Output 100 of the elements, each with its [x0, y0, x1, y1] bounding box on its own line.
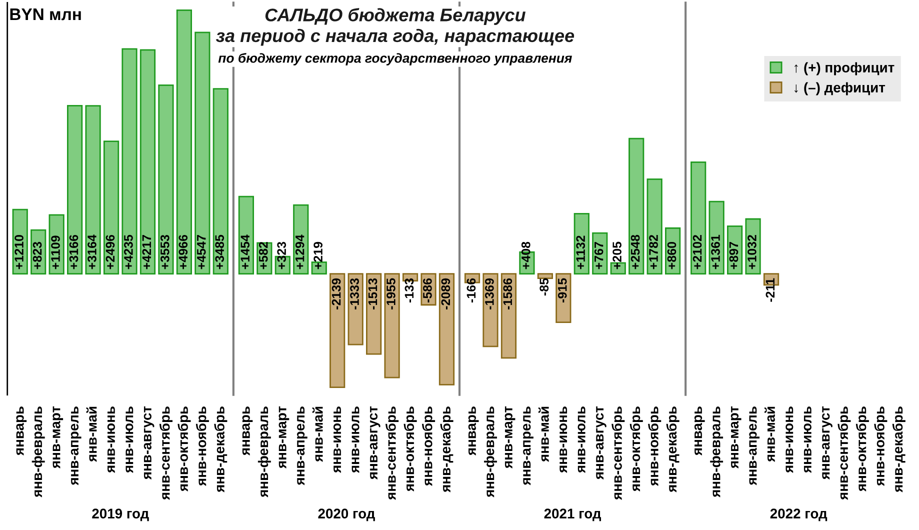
bar	[67, 105, 83, 274]
data-label: +897	[729, 242, 738, 270]
data-label: -586	[423, 278, 432, 302]
data-label: -211	[766, 278, 774, 302]
x-tick-label: янв-июль	[578, 406, 586, 474]
data-label: +2496	[106, 234, 115, 270]
x-tick-label: янв-февраль	[710, 406, 724, 498]
x-axis-title: 2020 год	[318, 508, 375, 522]
bar	[690, 162, 706, 274]
x-tick-label: янв-июль	[352, 406, 360, 474]
chart-subtitle: по бюджету сектора государственного управления	[218, 53, 572, 66]
x-tick-label: янв-июнь	[560, 406, 568, 473]
x-tick-label: янв-март	[278, 406, 290, 469]
x-tick-label: янв-декабрь	[666, 406, 680, 492]
x-tick-label: янв-апрель	[296, 406, 308, 486]
data-label: +205	[612, 242, 622, 270]
x-tick-label: янв-июнь	[786, 406, 794, 473]
data-label: +1210	[14, 235, 24, 270]
data-label: -1333	[350, 278, 359, 310]
data-label: +4547	[197, 235, 206, 270]
bar	[158, 84, 174, 274]
data-label: +3164	[88, 234, 96, 270]
x-tick-label: янв-декабрь	[214, 406, 228, 492]
x-axis-title: 2022 год	[770, 508, 828, 522]
bar	[500, 273, 517, 359]
x-tick-label: янв-ноябрь	[874, 406, 888, 486]
bar	[103, 140, 120, 274]
data-label: +1109	[51, 236, 60, 270]
bar	[646, 178, 662, 274]
data-label: +2548	[630, 234, 640, 270]
data-label: +323	[277, 242, 286, 270]
x-tick-label: янв-сентябрь	[612, 406, 625, 500]
x-tick-label: январь	[16, 406, 27, 456]
bar	[537, 273, 553, 279]
bar	[194, 32, 210, 274]
data-label: -166	[466, 278, 476, 302]
bar	[176, 9, 192, 274]
x-tick-label: январь	[242, 406, 253, 456]
data-label: +3553	[160, 234, 170, 270]
data-label: -1586	[503, 278, 512, 310]
x-tick-label: янв-июль	[804, 406, 812, 474]
x-tick-label: янв-ноябрь	[196, 406, 209, 486]
data-label: +4966	[178, 234, 188, 270]
data-label: -1513	[368, 278, 378, 310]
bar	[122, 48, 138, 274]
x-tick-label: янв-октябрь	[630, 406, 643, 492]
x-tick-label: янв-ноябрь	[648, 406, 662, 486]
bar	[366, 273, 382, 355]
x-tick-label: янв-август	[144, 406, 154, 480]
x-tick-label: янв-август	[596, 406, 606, 480]
data-label: -1955	[386, 278, 396, 310]
bar	[330, 273, 346, 388]
x-tick-label: январь	[468, 406, 479, 456]
chart-title: САЛЬДО бюджета Беларуси за период с начала года, нарастающее	[216, 8, 574, 46]
x-tick-label: янв-март	[730, 406, 742, 469]
data-label: +1032	[748, 235, 756, 270]
x-tick-label: янв-апрель	[749, 406, 760, 486]
x-tick-label: янв-октябрь	[856, 406, 869, 492]
bar	[438, 273, 455, 386]
data-label: +582	[258, 242, 268, 270]
bar	[85, 105, 101, 274]
data-label: -2089	[441, 278, 450, 310]
x-tick-label: янв-август	[822, 406, 832, 480]
data-label: +823	[32, 242, 42, 270]
x-tick-label: янв-июль	[126, 406, 134, 474]
legend-label: ↓ (–) дефицит	[794, 82, 886, 96]
x-tick-label: янв-апрель	[70, 406, 82, 486]
data-label: +4235	[124, 234, 133, 270]
bar	[212, 88, 228, 274]
x-tick-label: янв-март	[52, 406, 64, 469]
bar	[140, 49, 156, 274]
x-tick-label: янв-май	[312, 406, 323, 462]
data-label: -1369	[485, 278, 494, 310]
data-label: +3485	[215, 234, 224, 270]
data-label: +1361	[711, 234, 720, 270]
data-label: -133	[404, 278, 414, 302]
legend-label: ↑ (+) профицит	[794, 62, 894, 76]
data-label: +2102	[692, 235, 702, 270]
x-tick-label: янв-сентябрь	[386, 406, 399, 500]
x-axis-title: 2019 год	[92, 508, 149, 522]
x-tick-label: янв-февраль	[258, 406, 271, 498]
bar	[384, 273, 400, 378]
x-tick-label: янв-июнь	[333, 406, 342, 473]
x-tick-label: янв-декабрь	[892, 406, 906, 492]
x-tick-label: янв-апрель	[523, 406, 534, 486]
data-label: +1454	[240, 234, 250, 270]
data-label: +408	[521, 242, 530, 270]
data-label: +4217	[142, 235, 151, 270]
bar	[628, 138, 644, 274]
y-axis-title: BYN млн	[10, 8, 81, 20]
x-tick-label: янв-декабрь	[440, 406, 454, 492]
x-tick-label: янв-февраль	[32, 406, 45, 498]
x-tick-label: янв-март	[504, 406, 516, 469]
data-label: -915	[558, 278, 567, 302]
x-axis-title: 2021 год	[544, 508, 602, 522]
bar	[482, 273, 498, 348]
data-label: +219	[314, 242, 322, 270]
data-label: +1294	[295, 234, 304, 270]
x-tick-label: янв-июнь	[107, 406, 115, 473]
data-label: -2139	[332, 278, 341, 310]
